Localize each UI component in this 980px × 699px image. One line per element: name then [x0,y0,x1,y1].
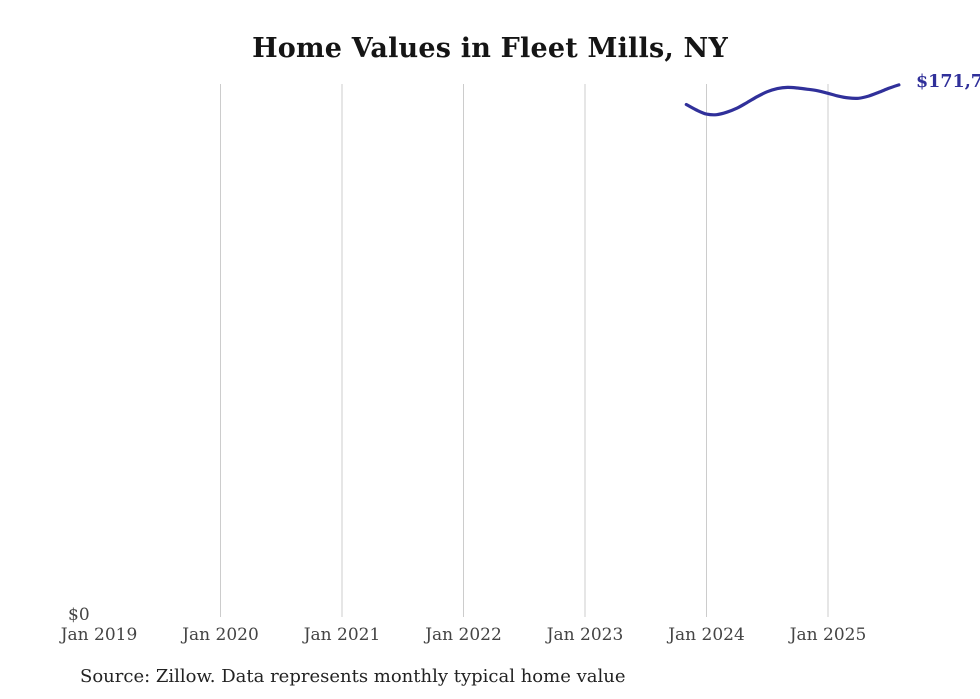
line-end-value-label: $171,72 [916,72,980,92]
home-value-series-line [684,83,901,117]
x-tick-jan-2023: Jan 2023 [546,625,624,645]
x-tick-jan-2022: Jan 2022 [425,625,502,645]
chart-title: Home Values in Fleet Mills, NY [252,33,728,64]
x-tick-jan-2024: Jan 2024 [668,625,745,645]
x-tick-jan-2025: Jan 2025 [789,625,867,645]
x-tick-jan-2020: Jan 2020 [182,625,259,645]
y-axis-zero-label: $0 [68,605,90,625]
x-tick-jan-2021: Jan 2021 [303,625,381,645]
source-note: Source: Zillow. Data represents monthly … [80,666,626,687]
x-tick-jan-2019: Jan 2019 [60,625,138,645]
